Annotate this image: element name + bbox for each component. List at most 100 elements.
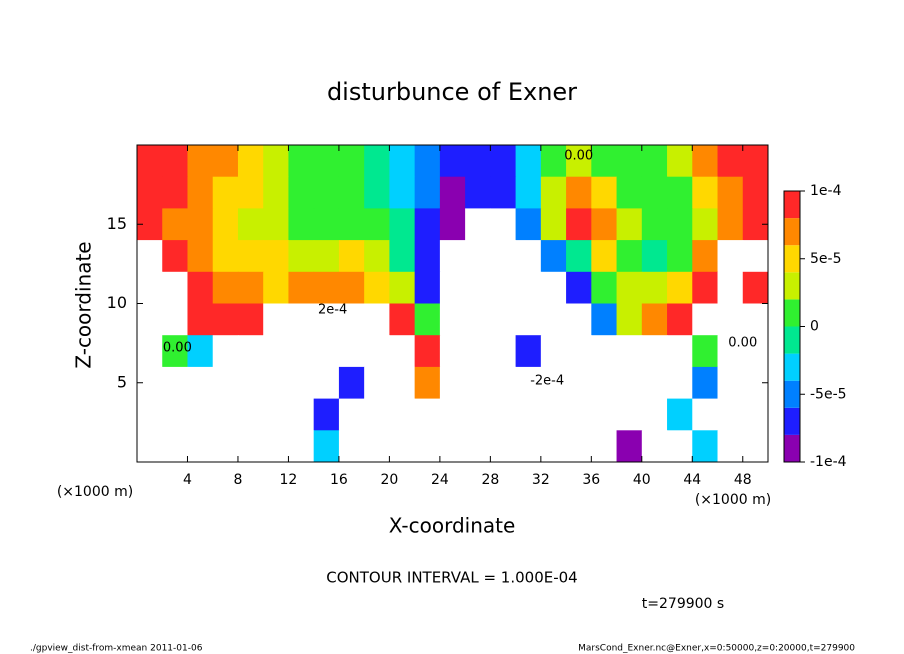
cell bbox=[313, 271, 340, 304]
colorbar-band bbox=[784, 380, 800, 408]
cell bbox=[717, 208, 744, 241]
cell bbox=[263, 430, 289, 463]
x-tick-label: 40 bbox=[633, 472, 651, 488]
cell bbox=[288, 145, 315, 178]
cell bbox=[616, 208, 643, 241]
cell bbox=[389, 398, 416, 431]
cell bbox=[591, 176, 618, 209]
cell bbox=[566, 366, 592, 400]
cell bbox=[263, 335, 289, 368]
cell bbox=[364, 303, 390, 336]
cell bbox=[490, 271, 517, 304]
cell bbox=[338, 240, 365, 273]
cell bbox=[137, 271, 163, 304]
cell bbox=[364, 240, 390, 273]
cell bbox=[162, 271, 188, 304]
cell bbox=[490, 240, 517, 273]
y-tick-label: 10 bbox=[107, 293, 127, 312]
cell bbox=[137, 335, 163, 368]
cell bbox=[263, 240, 289, 273]
cell bbox=[389, 145, 416, 178]
cell bbox=[364, 366, 390, 400]
cell bbox=[692, 366, 719, 400]
x-tick-label: 44 bbox=[683, 472, 701, 488]
cell bbox=[540, 430, 567, 463]
cell bbox=[439, 366, 466, 400]
cell bbox=[414, 145, 441, 178]
cell bbox=[313, 335, 340, 368]
cell bbox=[313, 145, 340, 178]
cell bbox=[237, 430, 264, 463]
cell bbox=[414, 271, 441, 304]
cell bbox=[439, 430, 466, 463]
cell bbox=[515, 366, 542, 400]
cell bbox=[540, 176, 567, 209]
cell bbox=[187, 176, 214, 209]
x-tick-label: 16 bbox=[330, 472, 348, 488]
cell bbox=[515, 398, 542, 431]
cell bbox=[313, 398, 340, 431]
cell bbox=[137, 430, 163, 463]
cell bbox=[692, 335, 719, 368]
cell bbox=[490, 176, 517, 209]
cell bbox=[237, 398, 264, 431]
cell bbox=[187, 271, 214, 304]
cell bbox=[616, 176, 643, 209]
cell bbox=[338, 366, 365, 400]
cell bbox=[692, 145, 719, 178]
cell bbox=[540, 208, 567, 241]
cell bbox=[667, 145, 693, 178]
x-tick-label: 36 bbox=[582, 472, 600, 488]
colorbar-band bbox=[784, 326, 800, 354]
cell bbox=[717, 176, 744, 209]
cell bbox=[540, 271, 567, 304]
cell bbox=[187, 430, 214, 463]
cell bbox=[490, 335, 517, 368]
cell bbox=[591, 303, 618, 336]
cell bbox=[364, 208, 390, 241]
cell bbox=[313, 240, 340, 273]
cell bbox=[162, 145, 188, 178]
cell bbox=[137, 303, 163, 336]
cell bbox=[566, 271, 592, 304]
cell bbox=[439, 398, 466, 431]
colorbar-tick-label: 1e-4 bbox=[810, 183, 842, 199]
x-tick-label: 4 bbox=[183, 472, 192, 488]
cell bbox=[641, 335, 668, 368]
cell bbox=[439, 271, 466, 304]
cell bbox=[288, 398, 315, 431]
cell bbox=[212, 240, 239, 273]
cell bbox=[364, 398, 390, 431]
cell bbox=[364, 430, 390, 463]
cell bbox=[742, 176, 769, 209]
colorbar-band bbox=[784, 272, 800, 300]
cell bbox=[137, 398, 163, 431]
cell bbox=[717, 271, 744, 304]
cell bbox=[616, 145, 643, 178]
cell bbox=[540, 335, 567, 368]
cell bbox=[591, 335, 618, 368]
cell bbox=[389, 366, 416, 400]
cell bbox=[263, 271, 289, 304]
cell bbox=[641, 176, 668, 209]
cell bbox=[515, 240, 542, 273]
cell bbox=[465, 366, 491, 400]
colorbar-tick-label: -5e-5 bbox=[810, 386, 847, 402]
cell bbox=[212, 430, 239, 463]
cell bbox=[616, 240, 643, 273]
y-tick-label: 5 bbox=[117, 372, 127, 391]
cell bbox=[187, 398, 214, 431]
cell bbox=[389, 335, 416, 368]
cell bbox=[187, 240, 214, 273]
contour-interval: CONTOUR INTERVAL = 1.000E-04 bbox=[326, 569, 577, 587]
cell bbox=[490, 145, 517, 178]
cell bbox=[187, 303, 214, 336]
cell bbox=[237, 208, 264, 241]
cell bbox=[338, 208, 365, 241]
cell bbox=[641, 366, 668, 400]
cell bbox=[364, 145, 390, 178]
cell bbox=[490, 303, 517, 336]
cell bbox=[263, 398, 289, 431]
cell bbox=[717, 145, 744, 178]
